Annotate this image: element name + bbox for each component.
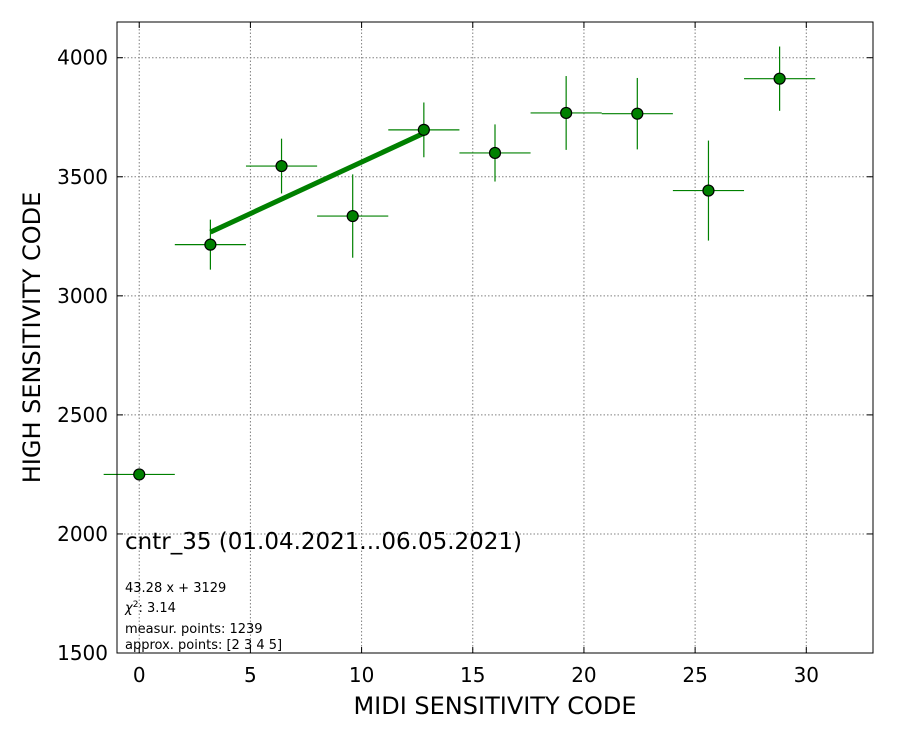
y-tick-label: 3000 [57,284,108,308]
data-point [133,468,146,481]
fit-line-group [209,130,425,235]
annotation-title: cntr_35 (01.04.2021...06.05.2021) [125,529,522,555]
y-tick-label: 3500 [57,165,108,189]
ticks [117,22,873,654]
data-point [631,107,644,120]
data-point [560,106,573,120]
x-tick-label: 15 [460,663,485,687]
chi2-sup: 2 [133,600,139,610]
data-point [773,72,786,85]
data-point [417,123,430,136]
x-tick-label: 10 [349,663,374,687]
x-axis-label: MIDI SENSITIVITY CODE [353,692,636,720]
annotation-approx-points: approx. points: [2 3 4 5] [125,638,282,653]
data-point [346,209,359,223]
fit-line [209,130,425,235]
annotation-chi2: χ2: 3.14 [124,600,176,616]
x-tick-label: 20 [571,663,596,687]
x-tick-label: 25 [682,663,707,687]
x-tick-label: 30 [794,663,819,687]
y-axis-label: HIGH SENSITIVITY CODE [18,192,46,484]
data-point [702,184,715,197]
data-point [204,238,217,251]
x-tick-label: 5 [244,663,257,687]
x-tick-label: 0 [133,663,146,687]
y-tick-label: 2500 [57,403,108,427]
annotation-equation: 43.28 x + 3129 [125,581,226,596]
data-point [275,159,288,173]
y-tick-label: 1500 [57,641,108,665]
annotation-measur-points: measur. points: 1239 [125,622,263,637]
plot-frame [116,21,874,654]
y-tick-label: 2000 [57,522,108,546]
y-tick-label: 4000 [57,46,108,70]
data-point [488,146,502,160]
chi2-symbol: χ [124,601,134,616]
grid [117,22,873,654]
markers [133,72,786,481]
errorbars [103,46,816,476]
tick-labels: 0 5 10 15 20 25 30 1500 2000 2500 3000 3500 4000 [57,46,819,687]
chi2-value: : 3.14 [138,601,175,616]
